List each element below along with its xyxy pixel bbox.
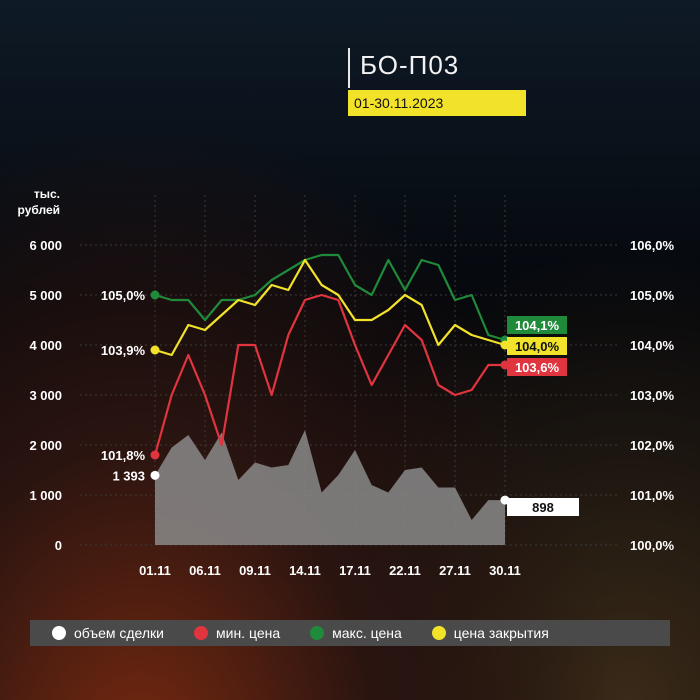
x-tick-label: 01.11 xyxy=(139,563,171,578)
legend-item-max: макс. цена xyxy=(310,625,402,641)
max-start-dot xyxy=(150,290,160,300)
max-start-label: 105,0% xyxy=(101,288,146,303)
x-tick-label: 17.11 xyxy=(339,563,371,578)
min-price-line xyxy=(153,293,505,456)
volume-start-label: 1 393 xyxy=(112,468,145,483)
legend-dot-white xyxy=(52,626,66,640)
unit-line-1: тыс. xyxy=(33,187,60,201)
x-tick-label: 14.11 xyxy=(289,563,321,578)
min-start-label: 101,8% xyxy=(101,448,146,463)
left-tick-label: 0 xyxy=(55,538,62,553)
legend-label: цена закрытия xyxy=(453,625,549,641)
legend-label: объем сделки xyxy=(74,625,164,641)
legend: объем сделки мин. цена макс. цена цена з… xyxy=(30,620,670,646)
min-end-box xyxy=(507,358,567,376)
volume-end-box xyxy=(507,498,579,516)
x-tick-label: 30.11 xyxy=(489,563,521,578)
min-start-dot xyxy=(150,450,160,460)
period-badge: 01-30.11.2023 xyxy=(348,90,526,116)
legend-item-min: мин. цена xyxy=(194,625,280,641)
legend-item-volume: объем сделки xyxy=(52,625,164,641)
x-tick-label: 22.11 xyxy=(389,563,421,578)
legend-label: мин. цена xyxy=(216,625,281,641)
volume-start-dot xyxy=(150,470,160,480)
right-tick-label: 104,0% xyxy=(630,338,675,353)
close-start-label: 103,9% xyxy=(101,343,146,358)
x-tick-label: 09.11 xyxy=(239,563,271,578)
legend-label: макс. цена xyxy=(332,625,402,641)
right-tick-label: 105,0% xyxy=(630,288,675,303)
close-end-label: 104,0% xyxy=(515,339,560,354)
volume-end-label: 898 xyxy=(532,500,554,515)
min-end-label: 103,6% xyxy=(515,360,560,375)
x-tick-label: 27.11 xyxy=(439,563,471,578)
left-tick-label: 5 000 xyxy=(29,288,62,303)
legend-dot-red xyxy=(194,626,208,640)
close-end-box xyxy=(507,337,567,355)
left-tick-label: 4 000 xyxy=(29,338,62,353)
left-tick-label: 3 000 xyxy=(29,388,62,403)
close-start-dot xyxy=(150,345,160,355)
unit-line-2: рублей xyxy=(17,203,60,217)
right-tick-label: 103,0% xyxy=(630,388,675,403)
legend-dot-green xyxy=(310,626,325,640)
legend-dot-yellow xyxy=(431,626,446,640)
left-tick-label: 1 000 xyxy=(29,488,62,503)
right-tick-label: 101,0% xyxy=(630,488,675,503)
chart-title: БО-П03 xyxy=(360,50,460,80)
left-axis-unit: тыс. рублей xyxy=(8,186,60,218)
right-tick-label: 100,0% xyxy=(630,538,675,553)
right-tick-label: 106,0% xyxy=(630,238,675,253)
close-price-line xyxy=(154,258,506,357)
title-accent-bar xyxy=(348,48,350,88)
volume-area xyxy=(155,430,505,545)
left-tick-label: 2 000 xyxy=(29,438,62,453)
right-tick-label: 102,0% xyxy=(630,438,675,453)
x-tick-label: 06.11 xyxy=(189,563,221,578)
max-price-line xyxy=(154,253,506,342)
max-end-box xyxy=(507,316,567,334)
max-end-label: 104,1% xyxy=(515,318,560,333)
legend-item-close: цена закрытия xyxy=(431,625,549,641)
left-tick-label: 6 000 xyxy=(29,238,62,253)
